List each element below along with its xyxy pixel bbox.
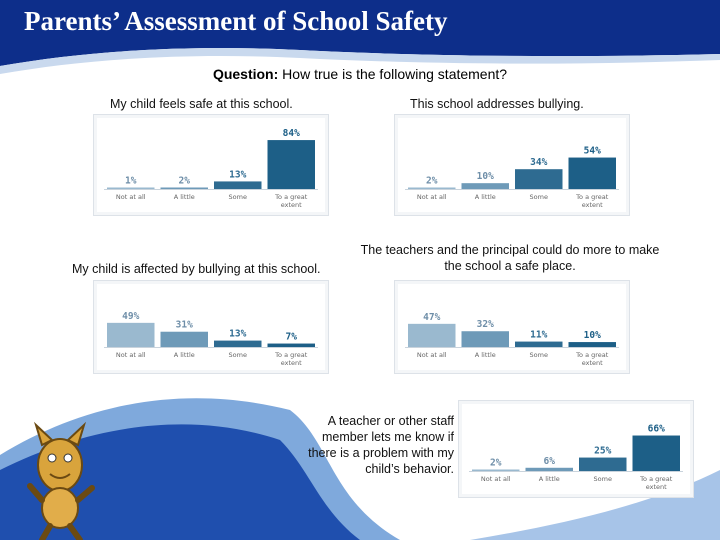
category-tick-label: Some bbox=[229, 351, 247, 359]
chart-label-bullying-addressed: This school addresses bullying. bbox=[410, 97, 584, 111]
category-tick-label: To a great bbox=[575, 351, 609, 359]
data-label: 2% bbox=[490, 458, 502, 469]
bar-a-little bbox=[160, 331, 208, 347]
category-tick-label: extent bbox=[582, 359, 603, 367]
bar-not-at-all bbox=[107, 322, 155, 347]
bar-some bbox=[579, 457, 627, 471]
slide-title: Parents’ Assessment of School Safety bbox=[24, 6, 448, 36]
data-label: 7% bbox=[286, 332, 298, 343]
chart-staff-communication: 2% Not at all 6% A little 25% Some 66% To a gre… bbox=[458, 400, 694, 498]
bar-not-at-all bbox=[472, 469, 520, 471]
data-label: 54% bbox=[584, 146, 601, 157]
data-label: 10% bbox=[584, 330, 601, 341]
category-tick-label: A little bbox=[174, 193, 195, 201]
category-tick-label: To a great bbox=[274, 193, 308, 201]
bar-to-a-great-extent bbox=[267, 343, 315, 347]
bar-not-at-all bbox=[408, 323, 456, 347]
chart-feels-safe: 1% Not at all 2% A little 13% Some 84% To a gre… bbox=[93, 114, 329, 216]
question-prefix: Question: bbox=[212, 66, 279, 82]
chart-label-staff-communication: A teacher or other staff member lets me … bbox=[308, 414, 454, 476]
banner-swoosh bbox=[0, 47, 720, 74]
bar-to-a-great-extent bbox=[267, 140, 315, 189]
category-tick-label: A little bbox=[174, 351, 195, 359]
data-label: 13% bbox=[229, 329, 246, 340]
chart-teachers-do-more: 47% Not at all 32% A little 11% Some 10% To a g… bbox=[394, 280, 630, 374]
chart-svg: 47% Not at all 32% A little 11% Some 10% To a g… bbox=[405, 312, 619, 367]
data-label: 2% bbox=[426, 176, 438, 187]
data-label: 66% bbox=[648, 424, 665, 435]
chart-label-teachers-do-more: The teachers and the principal could do … bbox=[360, 243, 660, 273]
data-label: 31% bbox=[176, 320, 193, 331]
data-label: 10% bbox=[477, 171, 494, 182]
category-tick-label: To a great bbox=[639, 475, 673, 483]
bar-not-at-all bbox=[107, 187, 155, 189]
bar-to-a-great-extent bbox=[632, 435, 680, 471]
category-tick-label: Some bbox=[229, 193, 247, 201]
data-label: 6% bbox=[544, 456, 556, 467]
bar-a-little bbox=[160, 187, 208, 189]
data-label: 13% bbox=[229, 169, 246, 180]
category-tick-label: extent bbox=[281, 359, 302, 367]
bar-some bbox=[214, 181, 262, 189]
data-label: 25% bbox=[594, 446, 611, 457]
category-tick-label: Not at all bbox=[417, 193, 447, 201]
bar-a-little bbox=[461, 183, 509, 189]
category-tick-label: A little bbox=[539, 475, 560, 483]
bar-to-a-great-extent bbox=[568, 157, 616, 189]
chart-label-safe: My child feels safe at this school. bbox=[110, 97, 293, 111]
bar-a-little bbox=[525, 467, 573, 471]
data-label: 1% bbox=[125, 176, 137, 187]
category-tick-label: Not at all bbox=[116, 193, 146, 201]
category-tick-label: To a great bbox=[274, 351, 308, 359]
data-label: 34% bbox=[530, 157, 547, 168]
chart-svg: 49% Not at all 31% A little 13% Some 7% To a gr… bbox=[104, 311, 318, 367]
data-label: 47% bbox=[423, 312, 440, 323]
category-tick-label: A little bbox=[475, 193, 496, 201]
mascot-icon bbox=[27, 421, 95, 540]
chart-svg: 1% Not at all 2% A little 13% Some 84% To a gre… bbox=[104, 128, 318, 209]
data-label: 32% bbox=[477, 319, 494, 330]
bar-to-a-great-extent bbox=[568, 342, 616, 347]
category-tick-label: To a great bbox=[575, 193, 609, 201]
category-tick-label: Some bbox=[530, 193, 548, 201]
category-tick-label: Some bbox=[594, 475, 612, 483]
category-tick-label: extent bbox=[646, 483, 667, 491]
bar-some bbox=[214, 340, 262, 347]
chart-svg: 2% Not at all 6% A little 25% Some 66% To a gre… bbox=[469, 424, 683, 491]
data-label: 11% bbox=[530, 330, 547, 341]
chart-label-affected-by-bullying: My child is affected by bullying at this… bbox=[72, 262, 321, 276]
category-tick-label: Some bbox=[530, 351, 548, 359]
data-label: 2% bbox=[179, 176, 191, 187]
chart-svg: 2% Not at all 10% A little 34% Some 54% To a gr… bbox=[405, 146, 619, 209]
bottom-swoosh-right bbox=[470, 470, 720, 540]
question-text: How true is the following statement? bbox=[278, 66, 508, 82]
category-tick-label: extent bbox=[281, 201, 302, 209]
title-banner bbox=[0, 0, 720, 66]
bar-some bbox=[515, 169, 563, 189]
category-tick-label: Not at all bbox=[116, 351, 146, 359]
bar-a-little bbox=[461, 331, 509, 347]
data-label: 84% bbox=[283, 128, 300, 139]
data-label: 49% bbox=[122, 311, 139, 322]
category-tick-label: A little bbox=[475, 351, 496, 359]
category-tick-label: Not at all bbox=[417, 351, 447, 359]
question-line: Question: How true is the following stat… bbox=[0, 66, 720, 82]
bottom-swoosh-dark bbox=[0, 424, 360, 540]
chart-addresses-bullying: 2% Not at all 10% A little 34% Some 54% To a gr… bbox=[394, 114, 630, 216]
bar-some bbox=[515, 341, 563, 347]
category-tick-label: extent bbox=[582, 201, 603, 209]
chart-affected-by-bullying: 49% Not at all 31% A little 13% Some 7% To a gr… bbox=[93, 280, 329, 374]
category-tick-label: Not at all bbox=[481, 475, 511, 483]
bar-not-at-all bbox=[408, 187, 456, 189]
